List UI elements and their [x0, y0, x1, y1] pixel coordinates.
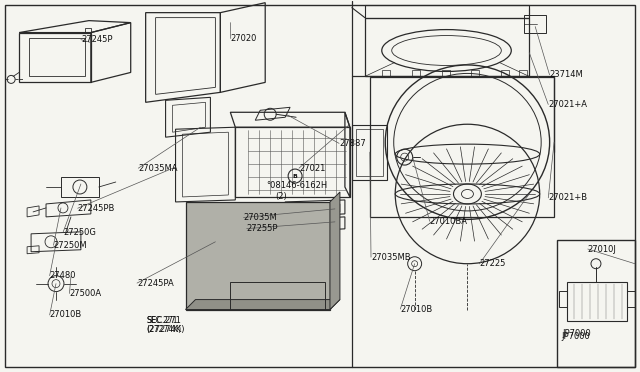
Text: SEC.271: SEC.271: [147, 316, 182, 325]
Bar: [186, 202, 330, 310]
Text: JP7000: JP7000: [561, 331, 590, 341]
Bar: [356, 129, 383, 176]
Bar: [557, 240, 635, 367]
Bar: [627, 291, 635, 307]
Bar: [412, 70, 420, 76]
Text: 27035MA: 27035MA: [138, 164, 178, 173]
Text: 27500A: 27500A: [69, 289, 102, 298]
Bar: [352, 125, 387, 180]
Text: 23714M: 23714M: [550, 70, 583, 79]
Text: B: B: [292, 173, 298, 179]
Text: 27010BA: 27010BA: [429, 217, 468, 226]
Bar: [382, 70, 390, 76]
Polygon shape: [186, 299, 340, 310]
Bar: [559, 291, 567, 307]
Text: JP7000: JP7000: [563, 329, 591, 338]
Text: 27250M: 27250M: [54, 241, 87, 250]
Text: 27245PA: 27245PA: [137, 279, 173, 288]
Text: 27021+B: 27021+B: [548, 193, 588, 202]
Text: (27274K): (27274K): [147, 325, 182, 334]
Text: 27887: 27887: [339, 139, 366, 148]
Text: 27021+A: 27021+A: [548, 100, 588, 109]
Text: 27245PB: 27245PB: [77, 204, 115, 213]
Text: 27035M: 27035M: [243, 213, 277, 222]
Text: 27245P: 27245P: [81, 35, 113, 44]
Polygon shape: [330, 192, 340, 310]
Bar: [472, 70, 479, 76]
Text: 27035MB: 27035MB: [371, 253, 411, 262]
Text: 27010B: 27010B: [401, 305, 433, 314]
Text: (27274K): (27274K): [147, 325, 185, 334]
Text: 27225: 27225: [479, 259, 506, 268]
Text: 27010J: 27010J: [588, 244, 617, 253]
Text: 27480: 27480: [50, 271, 76, 280]
Bar: [501, 70, 509, 76]
Text: 27020: 27020: [231, 34, 257, 43]
Bar: [442, 70, 449, 76]
Text: °08146-6162H: °08146-6162H: [266, 182, 327, 190]
Text: (2): (2): [275, 192, 287, 201]
Bar: [524, 15, 546, 33]
Text: SEC.271: SEC.271: [147, 316, 178, 325]
Bar: [519, 70, 527, 76]
Text: 27255P: 27255P: [246, 224, 278, 233]
Text: 27250G: 27250G: [63, 228, 96, 237]
Text: 27021: 27021: [299, 164, 325, 173]
Bar: [230, 282, 325, 310]
Text: 27010B: 27010B: [50, 311, 82, 320]
